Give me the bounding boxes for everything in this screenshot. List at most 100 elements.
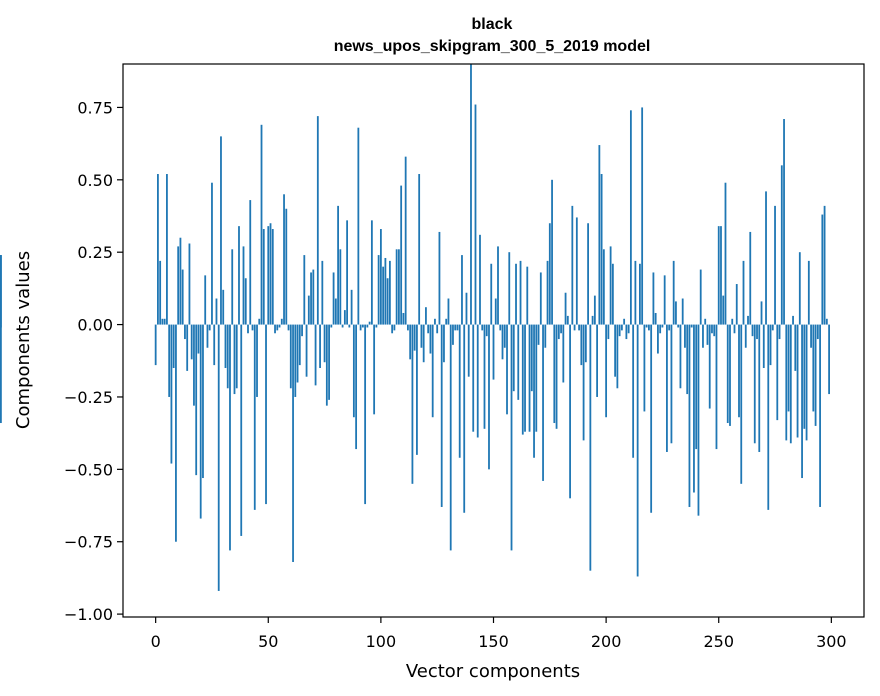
bar [670, 324, 673, 444]
bar [416, 324, 418, 455]
bar [519, 260, 522, 325]
bar [575, 217, 578, 325]
bar [445, 318, 448, 325]
bar [443, 324, 445, 363]
bar [614, 324, 617, 377]
bar [364, 324, 367, 505]
bar [582, 324, 585, 441]
bar [431, 324, 434, 418]
bar [404, 156, 407, 325]
bar [316, 116, 319, 325]
bar [271, 229, 274, 325]
bar [312, 269, 315, 325]
bar [269, 223, 272, 325]
bar [368, 321, 371, 325]
bar [425, 307, 427, 325]
bar [807, 260, 810, 325]
bar [573, 324, 576, 331]
bar [323, 324, 326, 363]
bar [798, 252, 801, 325]
bar [202, 324, 204, 479]
bar [740, 324, 743, 484]
bar [283, 194, 285, 325]
bar [776, 324, 779, 421]
bar [278, 324, 281, 328]
bar [497, 246, 499, 325]
bar [657, 324, 659, 354]
bar [697, 324, 700, 516]
bar [166, 174, 168, 325]
bar [357, 127, 360, 325]
bar [499, 324, 502, 331]
y-axis-label: Components values [13, 251, 34, 429]
bar [684, 324, 686, 348]
bar [319, 324, 321, 369]
bar [738, 324, 740, 418]
bar [197, 324, 200, 354]
bar [188, 243, 191, 325]
bar [161, 318, 164, 325]
bar [206, 324, 209, 348]
bar [461, 255, 463, 325]
bar [600, 174, 603, 325]
bar [769, 324, 772, 366]
bar [472, 324, 475, 432]
bar [170, 324, 173, 464]
bar [463, 324, 466, 513]
bar [706, 324, 709, 345]
bar [190, 324, 193, 360]
bar [298, 324, 301, 366]
bar [274, 324, 276, 334]
bar [314, 324, 317, 386]
bar [663, 275, 666, 325]
bar [569, 324, 571, 499]
bar [159, 260, 162, 325]
bar [634, 260, 637, 325]
bar [539, 272, 542, 325]
bar [796, 324, 799, 438]
bar [618, 324, 621, 337]
bar [400, 185, 403, 325]
bar [321, 260, 324, 325]
bar [693, 324, 695, 493]
bar [508, 252, 511, 325]
bar [571, 205, 574, 325]
bar [226, 324, 229, 389]
bar [413, 324, 416, 351]
bar [247, 324, 249, 334]
bar [814, 324, 817, 426]
bar [334, 298, 337, 325]
bar [420, 324, 423, 348]
bar [535, 324, 538, 432]
bar [215, 298, 218, 325]
bar [305, 324, 308, 377]
bar [217, 324, 220, 591]
bar [325, 324, 328, 406]
bar [411, 324, 414, 484]
bar [616, 324, 619, 389]
bar [386, 278, 389, 325]
x-tick-label: 0 [151, 632, 161, 651]
bar [524, 324, 526, 432]
bar [729, 324, 731, 426]
bar [607, 324, 610, 340]
bar [726, 324, 729, 424]
bar [681, 298, 684, 325]
bar [452, 324, 454, 345]
bar [233, 324, 236, 395]
bar [785, 324, 788, 441]
bar [229, 324, 231, 551]
bar [220, 136, 222, 325]
bar [805, 324, 808, 441]
bar [510, 324, 513, 551]
bar [544, 324, 547, 348]
bar [661, 324, 664, 328]
y-tick-label: −0.50 [64, 460, 113, 479]
bar [382, 266, 385, 325]
bar [708, 324, 711, 409]
bar [402, 312, 405, 325]
bar [690, 324, 693, 328]
bar [384, 257, 387, 325]
bar [175, 324, 177, 542]
bar [648, 324, 650, 331]
